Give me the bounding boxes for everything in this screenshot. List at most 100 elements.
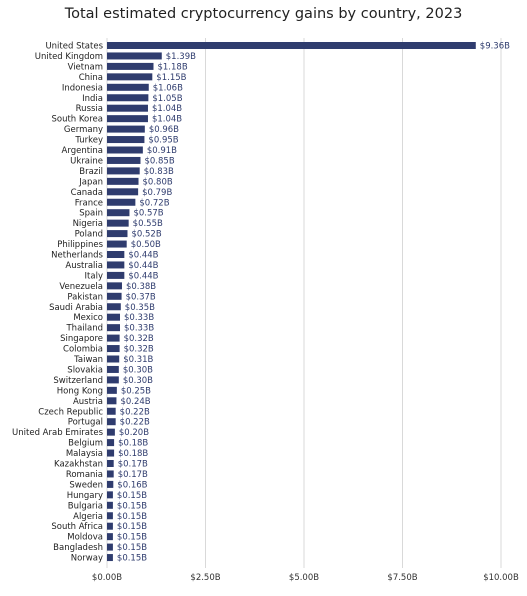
category-label: Turkey	[74, 136, 103, 146]
x-tick-label: $0.00B	[92, 573, 122, 583]
bar	[107, 449, 115, 457]
category-label: Ukraine	[70, 156, 103, 166]
bar	[107, 428, 115, 436]
data-label: $1.18B	[157, 62, 187, 72]
category-label: India	[82, 94, 103, 104]
data-label: $0.25B	[121, 386, 151, 396]
data-label: $0.16B	[117, 480, 147, 490]
data-label: $0.44B	[128, 261, 158, 271]
bar	[107, 52, 162, 60]
bar	[107, 418, 116, 426]
data-label: $0.57B	[133, 209, 163, 219]
category-label: Colombia	[63, 345, 103, 355]
data-label: $1.05B	[152, 94, 182, 104]
bar	[107, 146, 143, 154]
bar	[107, 104, 148, 112]
data-label: $1.15B	[156, 73, 186, 83]
data-label: $0.30B	[123, 365, 153, 375]
bar	[107, 136, 145, 144]
data-label: $0.15B	[117, 512, 147, 522]
data-label: $0.52B	[131, 230, 161, 240]
category-label: Brazil	[79, 167, 103, 177]
bar	[107, 376, 119, 384]
category-label: Argentina	[62, 146, 103, 156]
bar	[107, 42, 476, 49]
bar	[107, 230, 128, 238]
category-label: Italy	[85, 271, 103, 281]
category-label: Sweden	[69, 480, 103, 490]
bar-layer	[107, 42, 476, 562]
data-label: $0.50B	[131, 240, 161, 250]
data-label: $0.31B	[123, 355, 153, 365]
data-label: $1.06B	[153, 83, 183, 93]
bar	[107, 73, 153, 81]
bar	[107, 313, 121, 321]
data-label: $0.33B	[124, 324, 154, 334]
category-label: Mexico	[73, 313, 103, 323]
bar	[107, 115, 148, 123]
bar	[107, 334, 120, 342]
bar	[107, 62, 154, 70]
x-axis: $0.00B $2.50B $5.00B $7.50B $10.00B	[92, 573, 519, 583]
data-label: $0.17B	[118, 460, 148, 470]
bar	[107, 543, 113, 551]
category-label: South Korea	[51, 115, 103, 125]
data-label: $0.96B	[149, 125, 179, 135]
data-label: $0.30B	[123, 376, 153, 386]
bar	[107, 345, 120, 353]
bar	[107, 397, 117, 405]
category-label: United States	[45, 42, 103, 52]
data-label: $0.44B	[128, 251, 158, 261]
bar	[107, 365, 119, 373]
category-label: Norway	[71, 554, 103, 564]
data-label: $0.32B	[124, 334, 154, 344]
bar	[107, 282, 122, 290]
grid-layer	[106, 38, 502, 568]
category-label: Saudi Arabia	[49, 303, 103, 313]
bar	[107, 355, 120, 363]
category-label: Malaysia	[66, 449, 103, 459]
data-label: $0.20B	[119, 428, 149, 438]
bar	[107, 554, 113, 562]
category-label: Algeria	[73, 512, 103, 522]
bar	[107, 94, 149, 102]
bar	[107, 386, 117, 394]
category-label: Russia	[76, 104, 103, 114]
category-label: Japan	[78, 177, 103, 187]
category-label: Australia	[65, 261, 103, 271]
category-label: United Arab Emirates	[12, 428, 104, 438]
data-label: $0.33B	[124, 313, 154, 323]
category-label: Bangladesh	[53, 543, 103, 553]
category-label: Canada	[71, 188, 103, 198]
data-label: $0.15B	[117, 491, 147, 501]
category-label: Pakistan	[67, 292, 103, 302]
data-label: $0.32B	[124, 345, 154, 355]
category-label: Indonesia	[62, 83, 103, 93]
chart-title: Total estimated cryptocurrency gains by …	[64, 6, 463, 22]
data-label: $0.15B	[117, 533, 147, 543]
data-label: $0.79B	[142, 188, 172, 198]
x-tick-label: $7.50B	[387, 573, 417, 583]
bar	[107, 324, 121, 332]
data-label: $0.22B	[120, 418, 150, 428]
category-label: Kazakhstan	[54, 460, 103, 470]
data-label: $0.83B	[144, 167, 174, 177]
category-label: Hong Kong	[57, 386, 103, 396]
bar	[107, 261, 125, 269]
data-label: $0.18B	[118, 449, 148, 459]
data-label: $0.80B	[143, 177, 173, 187]
data-label: $0.17B	[118, 470, 148, 480]
bar	[107, 156, 141, 164]
category-label: Venezuela	[59, 282, 103, 292]
category-label: Portugal	[68, 418, 103, 428]
category-label: Czech Republic	[38, 407, 103, 417]
bar	[107, 177, 139, 185]
bar	[107, 292, 122, 300]
category-label: Hungary	[67, 491, 103, 501]
data-label: $1.04B	[152, 115, 182, 125]
data-label: $0.15B	[117, 554, 147, 564]
data-label: $0.15B	[117, 543, 147, 553]
bar	[107, 240, 127, 248]
bar	[107, 470, 114, 478]
